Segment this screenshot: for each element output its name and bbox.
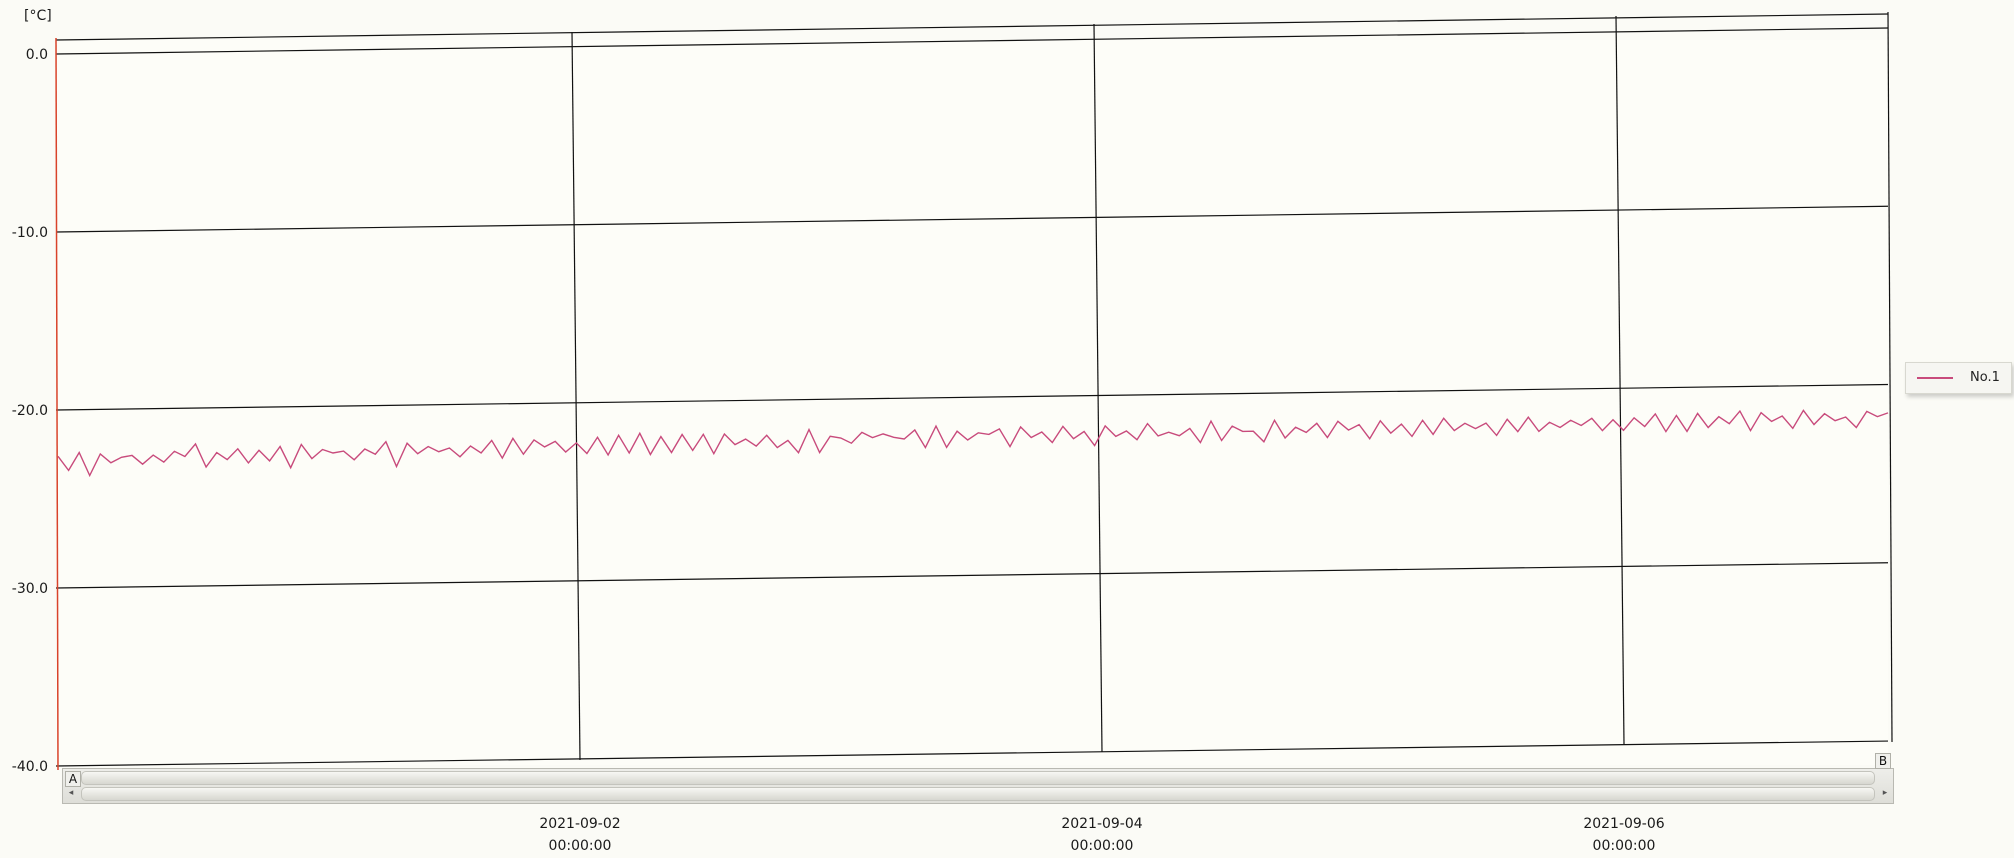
y-unit-label: [°C] bbox=[24, 8, 52, 24]
legend-swatch-no1 bbox=[1917, 377, 1953, 379]
scroll-left-arrow-icon[interactable]: ◂ bbox=[68, 788, 74, 798]
y-tick-labels: 0.0 -10.0 -20.0 -30.0 -40.0 bbox=[12, 47, 48, 775]
plot-right-border bbox=[1887, 11, 1893, 743]
grid bbox=[55, 11, 1893, 767]
y-tick-label: -40.0 bbox=[12, 759, 48, 775]
grid-line-h bbox=[55, 27, 1889, 55]
grid-line-v bbox=[1615, 15, 1625, 745]
legend: No.1 bbox=[1905, 362, 2012, 394]
y-tick-label: -20.0 bbox=[12, 403, 48, 419]
y-tick-label: 0.0 bbox=[26, 47, 48, 63]
x-tick-date: 2021-09-06 bbox=[1583, 816, 1664, 832]
scroll-track-upper[interactable] bbox=[81, 771, 1875, 785]
scroll-track-lower[interactable] bbox=[81, 787, 1875, 801]
plot-top-border bbox=[55, 13, 1889, 41]
legend-label-no1: No.1 bbox=[1970, 370, 2000, 385]
grid-line-v bbox=[571, 31, 581, 761]
x-tick-time: 00:00:00 bbox=[1071, 838, 1134, 854]
y-axis-line bbox=[55, 37, 59, 771]
scroll-right-arrow-icon[interactable]: ▸ bbox=[1882, 788, 1888, 798]
x-tick-date: 2021-09-04 bbox=[1061, 816, 1142, 832]
plot-area bbox=[56, 40, 1888, 765]
marker-a[interactable]: A bbox=[65, 771, 81, 787]
grid-line-v bbox=[1093, 23, 1103, 753]
series-line-no1 bbox=[57, 409, 1889, 478]
grid-line-h bbox=[55, 562, 1889, 589]
grid-line-h bbox=[55, 740, 1889, 767]
marker-b[interactable]: B bbox=[1875, 753, 1891, 769]
x-tick-time: 00:00:00 bbox=[1593, 838, 1656, 854]
time-scrollbar[interactable]: A B ◂ ▸ bbox=[62, 753, 1894, 804]
x-tick-time: 00:00:00 bbox=[549, 838, 612, 854]
y-tick-label: -30.0 bbox=[12, 581, 48, 597]
grid-line-h bbox=[55, 383, 1889, 411]
y-tick-label: -10.0 bbox=[12, 225, 48, 241]
grid-line-h bbox=[55, 205, 1889, 233]
x-tick-date: 2021-09-02 bbox=[539, 816, 620, 832]
x-tick-labels: 2021-09-02 00:00:00 2021-09-04 00:00:00 2021… bbox=[539, 816, 1664, 854]
